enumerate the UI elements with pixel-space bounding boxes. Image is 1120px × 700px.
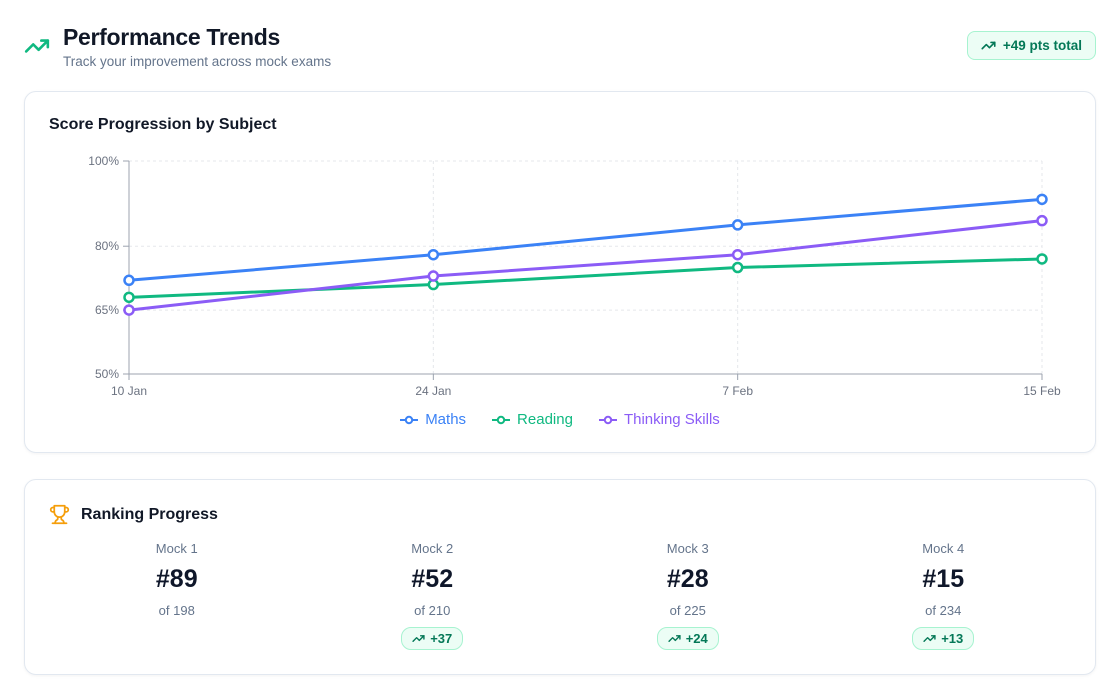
trending-up-icon (668, 632, 681, 645)
trending-up-icon (981, 38, 996, 53)
legend-item-reading[interactable]: Reading (492, 411, 573, 428)
svg-text:100%: 100% (88, 154, 119, 168)
chart-legend: Maths Reading Thinking Skills (49, 411, 1071, 428)
legend-marker-icon (492, 414, 511, 426)
trophy-icon (49, 504, 70, 525)
legend-label: Reading (517, 411, 573, 428)
svg-text:15 Feb: 15 Feb (1023, 384, 1061, 398)
rank-change-badge: +13 (912, 627, 975, 650)
rank-column-mock-1: Mock 1 #89 of 198 (49, 541, 305, 650)
rank-column-mock-4: Mock 4 #15 of 234 +13 (816, 541, 1072, 650)
ranking-title: Ranking Progress (81, 505, 218, 523)
rank-change-badge: +37 (401, 627, 464, 650)
rank-label: Mock 2 (411, 541, 454, 556)
legend-marker-icon (598, 414, 617, 426)
rank-of: of 210 (414, 603, 451, 618)
rank-value: #28 (666, 565, 709, 593)
rank-column-mock-3: Mock 3 #28 of 225 +24 (560, 541, 816, 650)
rank-change-value: +13 (941, 631, 964, 646)
svg-text:80%: 80% (95, 239, 119, 253)
rank-value: #52 (411, 565, 454, 593)
trending-up-icon (923, 632, 936, 645)
score-progression-chart: 50% 65% 80% 100% 10 Jan 24 Jan 7 Feb 15 Feb (49, 146, 1073, 403)
rank-change-value: +37 (430, 631, 453, 646)
rank-label: Mock 4 (922, 541, 965, 556)
trending-up-icon (24, 33, 50, 64)
rank-grid: Mock 1 #89 of 198 Mock 2 #52 of 210 (49, 541, 1071, 650)
svg-text:10 Jan: 10 Jan (111, 384, 147, 398)
svg-text:24 Jan: 24 Jan (415, 384, 451, 398)
rank-label: Mock 3 (666, 541, 709, 556)
legend-item-maths[interactable]: Maths (400, 411, 466, 428)
legend-label: Maths (425, 411, 467, 428)
rank-column-mock-2: Mock 2 #52 of 210 +37 (305, 541, 561, 650)
chart-title: Score Progression by Subject (49, 116, 277, 133)
svg-text:7 Feb: 7 Feb (722, 384, 753, 398)
legend-marker-icon (400, 414, 419, 426)
legend-item-thinking-skills[interactable]: Thinking Skills (598, 411, 720, 428)
rank-value: #89 (155, 565, 198, 593)
header-text: Performance Trends Track your improvemen… (63, 24, 331, 69)
page-header: Performance Trends Track your improvemen… (24, 24, 1096, 69)
page-subtitle: Track your improvement across mock exams (63, 54, 332, 69)
rank-of: of 234 (925, 603, 962, 618)
total-points-badge: +49 pts total (966, 31, 1096, 60)
rank-of: of 225 (669, 603, 706, 618)
svg-text:65%: 65% (95, 303, 119, 317)
rank-change-value: +24 (685, 631, 708, 646)
ranking-progress-card: Ranking Progress Mock 1 #89 of 198 (24, 479, 1096, 675)
total-points-label: +49 pts total (1002, 38, 1082, 53)
rank-change-badge: +24 (656, 627, 719, 650)
legend-label: Thinking Skills (623, 411, 720, 428)
header-left: Performance Trends Track your improvemen… (24, 24, 331, 69)
ranking-title-row: Ranking Progress (49, 504, 1071, 525)
rank-value: #15 (922, 565, 965, 593)
rank-of: of 198 (158, 603, 195, 618)
trending-up-icon (412, 632, 425, 645)
svg-text:50%: 50% (95, 367, 119, 381)
rank-label: Mock 1 (155, 541, 198, 556)
score-progression-card: Score Progression by Subject 50% 65% 80% 10… (24, 91, 1096, 453)
page-title: Performance Trends (63, 24, 281, 50)
